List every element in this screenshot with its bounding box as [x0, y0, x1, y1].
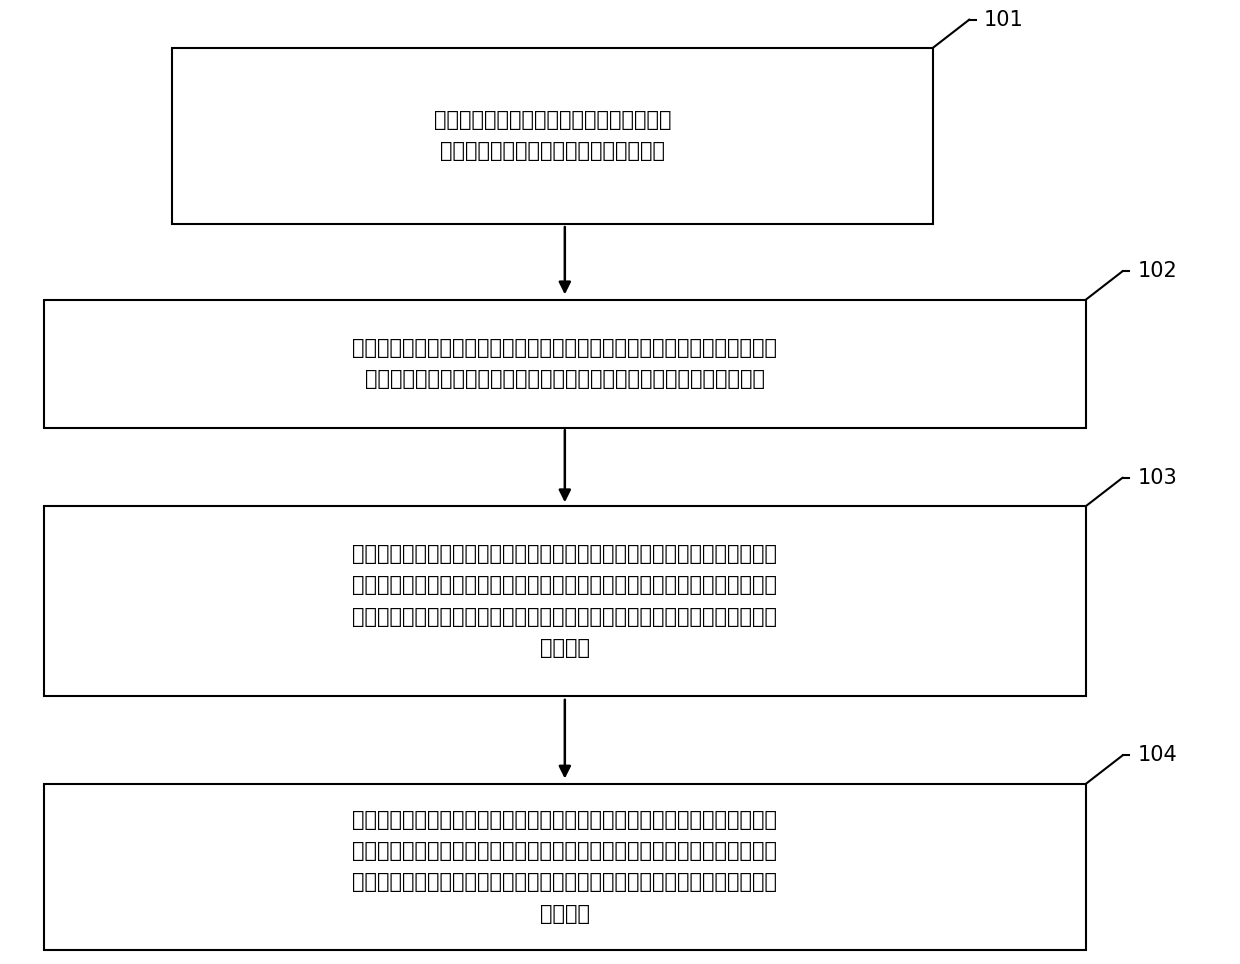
Text: 102: 102 — [1137, 261, 1177, 281]
Text: 103: 103 — [1137, 468, 1177, 488]
FancyBboxPatch shape — [172, 48, 932, 224]
FancyBboxPatch shape — [43, 506, 1086, 696]
Text: 101: 101 — [985, 10, 1024, 30]
Text: 在预置第二条件下对建立线圈后的变压器模型进行第二短路实验仿真操作，得
到高压绕组的顶端线圈的瞬态受力情况、高压绕组的第七分区线圈的瞬态受力
情况、低压绕组的顶端: 在预置第二条件下对建立线圈后的变压器模型进行第二短路实验仿真操作，得 到高压绕组… — [352, 810, 777, 924]
FancyBboxPatch shape — [43, 300, 1086, 428]
Text: 建立变压器模型，将变压器模型的高压绕组
、中压绕组、低压绕组均等分为十个分区: 建立变压器模型，将变压器模型的高压绕组 、中压绕组、低压绕组均等分为十个分区 — [434, 110, 671, 161]
Text: 对高压绕组、中压绕组、低压绕组的顶端建立一匝线圈，并对高压绕组、中压
绕组、低压绕组的第七分区建立一匝线圈，得到建立线圈后的变压器模型: 对高压绕组、中压绕组、低压绕组的顶端建立一匝线圈，并对高压绕组、中压 绕组、低压… — [352, 338, 777, 389]
FancyBboxPatch shape — [43, 784, 1086, 950]
Text: 104: 104 — [1137, 745, 1177, 765]
Text: 在预置第一条件下对建立线圈后的变压器模型进行第一短路实验仿真操作，得
到高压绕组的顶端线圈的瞬态受力情况、高压绕组的第七分区线圈的瞬态受力
情况、中压绕组的顶端: 在预置第一条件下对建立线圈后的变压器模型进行第一短路实验仿真操作，得 到高压绕组… — [352, 545, 777, 657]
